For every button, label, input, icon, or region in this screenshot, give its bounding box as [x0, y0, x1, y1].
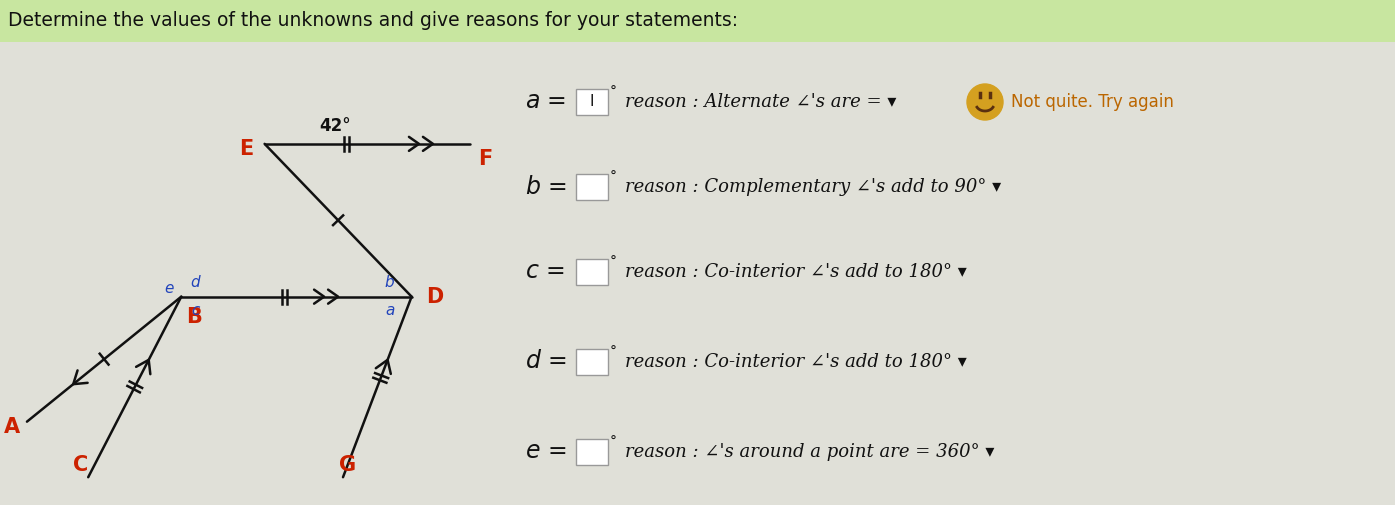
Text: °: ° — [610, 85, 617, 99]
Text: °: ° — [610, 255, 617, 269]
Text: B: B — [187, 307, 202, 327]
FancyBboxPatch shape — [576, 174, 608, 200]
Text: c: c — [191, 303, 199, 318]
Text: d: d — [191, 275, 199, 290]
Text: A: A — [4, 417, 20, 437]
Text: 42°: 42° — [319, 117, 352, 135]
FancyBboxPatch shape — [576, 259, 608, 285]
Text: °: ° — [610, 170, 617, 184]
Text: reason : Alternate ∠'s are = ▾: reason : Alternate ∠'s are = ▾ — [625, 93, 897, 111]
Text: reason : Complementary ∠'s add to 90° ▾: reason : Complementary ∠'s add to 90° ▾ — [625, 178, 1002, 196]
Text: b: b — [385, 275, 395, 290]
Text: °: ° — [610, 435, 617, 449]
Text: °: ° — [610, 345, 617, 359]
FancyBboxPatch shape — [576, 349, 608, 375]
FancyBboxPatch shape — [0, 0, 1395, 42]
Text: Not quite. Try again: Not quite. Try again — [1011, 93, 1173, 111]
Text: $\mathit{b}$ =: $\mathit{b}$ = — [525, 176, 566, 198]
Text: F: F — [478, 149, 492, 169]
Text: reason : Co-interior ∠'s add to 180° ▾: reason : Co-interior ∠'s add to 180° ▾ — [625, 263, 967, 281]
Text: D: D — [427, 287, 444, 307]
Text: $\mathit{a}$ =: $\mathit{a}$ = — [525, 90, 566, 114]
FancyBboxPatch shape — [576, 89, 608, 115]
Text: a: a — [385, 303, 395, 318]
Text: Determine the values of the unknowns and give reasons for your statements:: Determine the values of the unknowns and… — [8, 12, 738, 30]
Text: E: E — [240, 139, 254, 159]
Text: reason : Co-interior ∠'s add to 180° ▾: reason : Co-interior ∠'s add to 180° ▾ — [625, 353, 967, 371]
Text: reason : ∠'s around a point are = 360° ▾: reason : ∠'s around a point are = 360° ▾ — [625, 443, 995, 461]
Text: $\mathit{e}$ =: $\mathit{e}$ = — [525, 440, 566, 464]
Text: C: C — [73, 455, 88, 475]
FancyBboxPatch shape — [576, 439, 608, 465]
Text: G: G — [339, 455, 357, 475]
Text: e: e — [165, 281, 174, 296]
Circle shape — [967, 84, 1003, 120]
Text: $\mathit{d}$ =: $\mathit{d}$ = — [525, 350, 566, 374]
Text: I: I — [590, 94, 594, 110]
Text: $\mathit{c}$ =: $\mathit{c}$ = — [525, 261, 565, 283]
